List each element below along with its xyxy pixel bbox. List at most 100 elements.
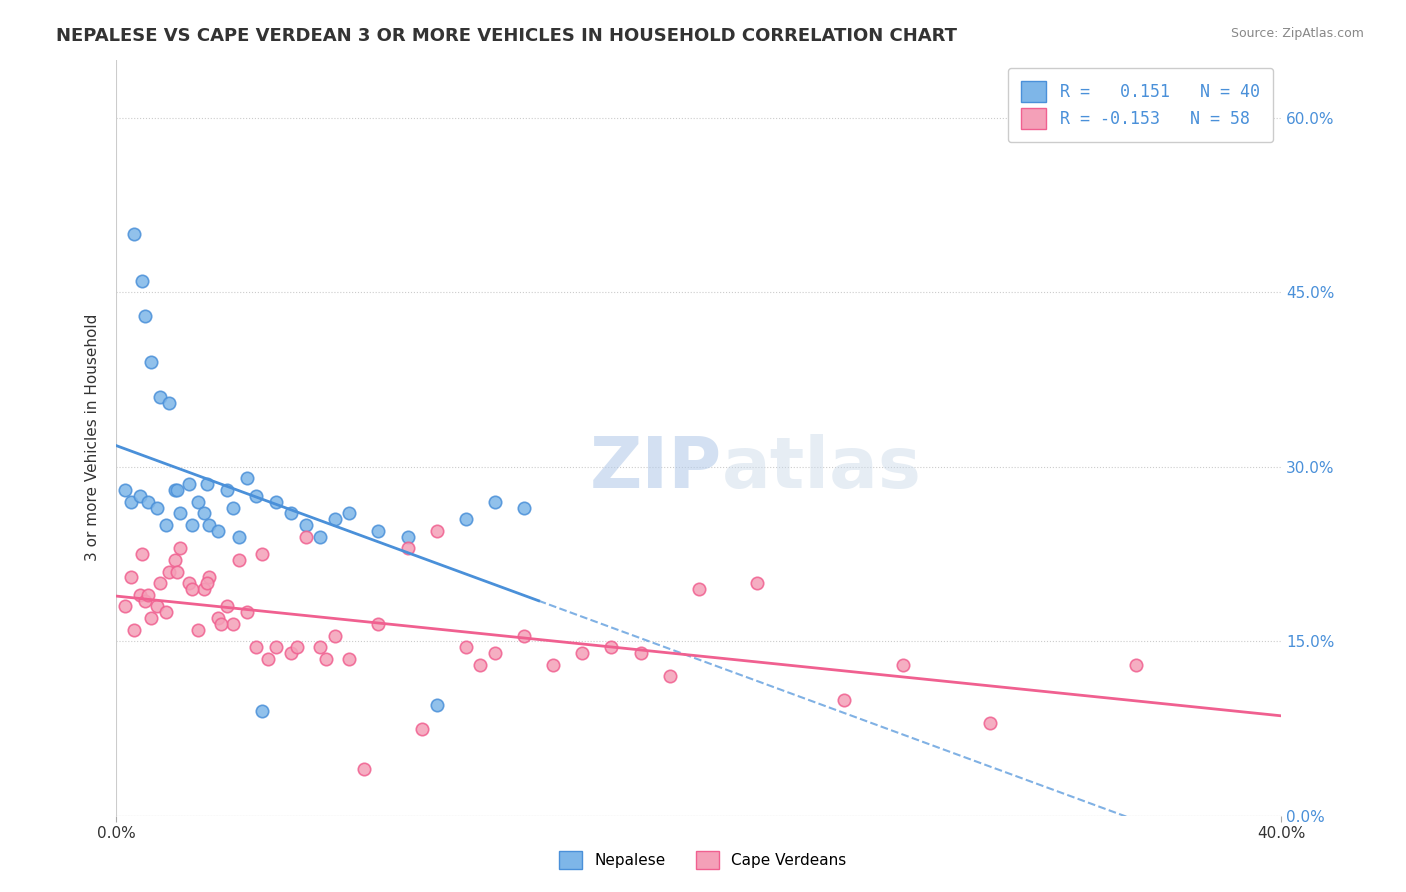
- Point: [513, 500, 536, 515]
- Point: [136, 494, 159, 508]
- Point: [285, 640, 308, 655]
- Point: [470, 657, 492, 672]
- Point: [834, 692, 856, 706]
- Point: [149, 576, 172, 591]
- Point: [250, 704, 273, 718]
- Point: [323, 629, 346, 643]
- Text: Source: ZipAtlas.com: Source: ZipAtlas.com: [1230, 27, 1364, 40]
- Point: [367, 524, 389, 538]
- Point: [120, 494, 142, 508]
- Point: [122, 623, 145, 637]
- Point: [141, 611, 163, 625]
- Point: [209, 616, 232, 631]
- Point: [245, 489, 267, 503]
- Point: [256, 652, 278, 666]
- Point: [236, 471, 259, 485]
- Point: [353, 763, 375, 777]
- Point: [128, 489, 150, 503]
- Point: [157, 396, 180, 410]
- Point: [979, 715, 1001, 730]
- Point: [136, 588, 159, 602]
- Point: [128, 588, 150, 602]
- Point: [280, 646, 302, 660]
- Point: [131, 547, 153, 561]
- Point: [146, 599, 169, 614]
- Point: [367, 616, 389, 631]
- Text: ZIP: ZIP: [591, 434, 723, 502]
- Point: [181, 518, 204, 533]
- Point: [198, 570, 221, 584]
- Point: [600, 640, 623, 655]
- Point: [157, 565, 180, 579]
- Legend: Nepalese, Cape Verdeans: Nepalese, Cape Verdeans: [553, 845, 853, 875]
- Point: [323, 512, 346, 526]
- Point: [513, 629, 536, 643]
- Point: [484, 646, 506, 660]
- Point: [114, 599, 136, 614]
- Point: [122, 227, 145, 241]
- Point: [228, 553, 250, 567]
- Text: atlas: atlas: [723, 434, 922, 502]
- Point: [294, 518, 316, 533]
- Point: [266, 494, 288, 508]
- Point: [181, 582, 204, 596]
- Point: [396, 530, 419, 544]
- Point: [426, 698, 449, 713]
- Point: [198, 518, 221, 533]
- Point: [222, 500, 245, 515]
- Point: [688, 582, 710, 596]
- Point: [215, 599, 238, 614]
- Point: [222, 616, 245, 631]
- Point: [571, 646, 593, 660]
- Point: [195, 576, 218, 591]
- Point: [426, 524, 449, 538]
- Point: [745, 576, 768, 591]
- Point: [454, 640, 477, 655]
- Point: [163, 553, 186, 567]
- Point: [155, 605, 177, 619]
- Point: [166, 565, 188, 579]
- Point: [658, 669, 681, 683]
- Point: [315, 652, 337, 666]
- Point: [484, 494, 506, 508]
- Point: [187, 494, 209, 508]
- Point: [177, 477, 200, 491]
- Point: [454, 512, 477, 526]
- Point: [309, 530, 332, 544]
- Point: [228, 530, 250, 544]
- Point: [541, 657, 564, 672]
- Point: [166, 483, 188, 497]
- Point: [169, 507, 191, 521]
- Point: [114, 483, 136, 497]
- Point: [337, 507, 360, 521]
- Point: [215, 483, 238, 497]
- Point: [309, 640, 332, 655]
- Point: [134, 593, 156, 607]
- Point: [163, 483, 186, 497]
- Point: [155, 518, 177, 533]
- Point: [207, 611, 229, 625]
- Point: [187, 623, 209, 637]
- Point: [891, 657, 914, 672]
- Point: [207, 524, 229, 538]
- Point: [131, 274, 153, 288]
- Point: [149, 390, 172, 404]
- Point: [195, 477, 218, 491]
- Point: [294, 530, 316, 544]
- Point: [177, 576, 200, 591]
- Point: [630, 646, 652, 660]
- Text: NEPALESE VS CAPE VERDEAN 3 OR MORE VEHICLES IN HOUSEHOLD CORRELATION CHART: NEPALESE VS CAPE VERDEAN 3 OR MORE VEHIC…: [56, 27, 957, 45]
- Point: [120, 570, 142, 584]
- Point: [266, 640, 288, 655]
- Legend: R =   0.151   N = 40, R = -0.153   N = 58: R = 0.151 N = 40, R = -0.153 N = 58: [1008, 68, 1272, 142]
- Y-axis label: 3 or more Vehicles in Household: 3 or more Vehicles in Household: [86, 314, 100, 561]
- Point: [280, 507, 302, 521]
- Point: [169, 541, 191, 556]
- Point: [337, 652, 360, 666]
- Point: [146, 500, 169, 515]
- Point: [1125, 657, 1147, 672]
- Point: [134, 309, 156, 323]
- Point: [236, 605, 259, 619]
- Point: [396, 541, 419, 556]
- Point: [411, 722, 433, 736]
